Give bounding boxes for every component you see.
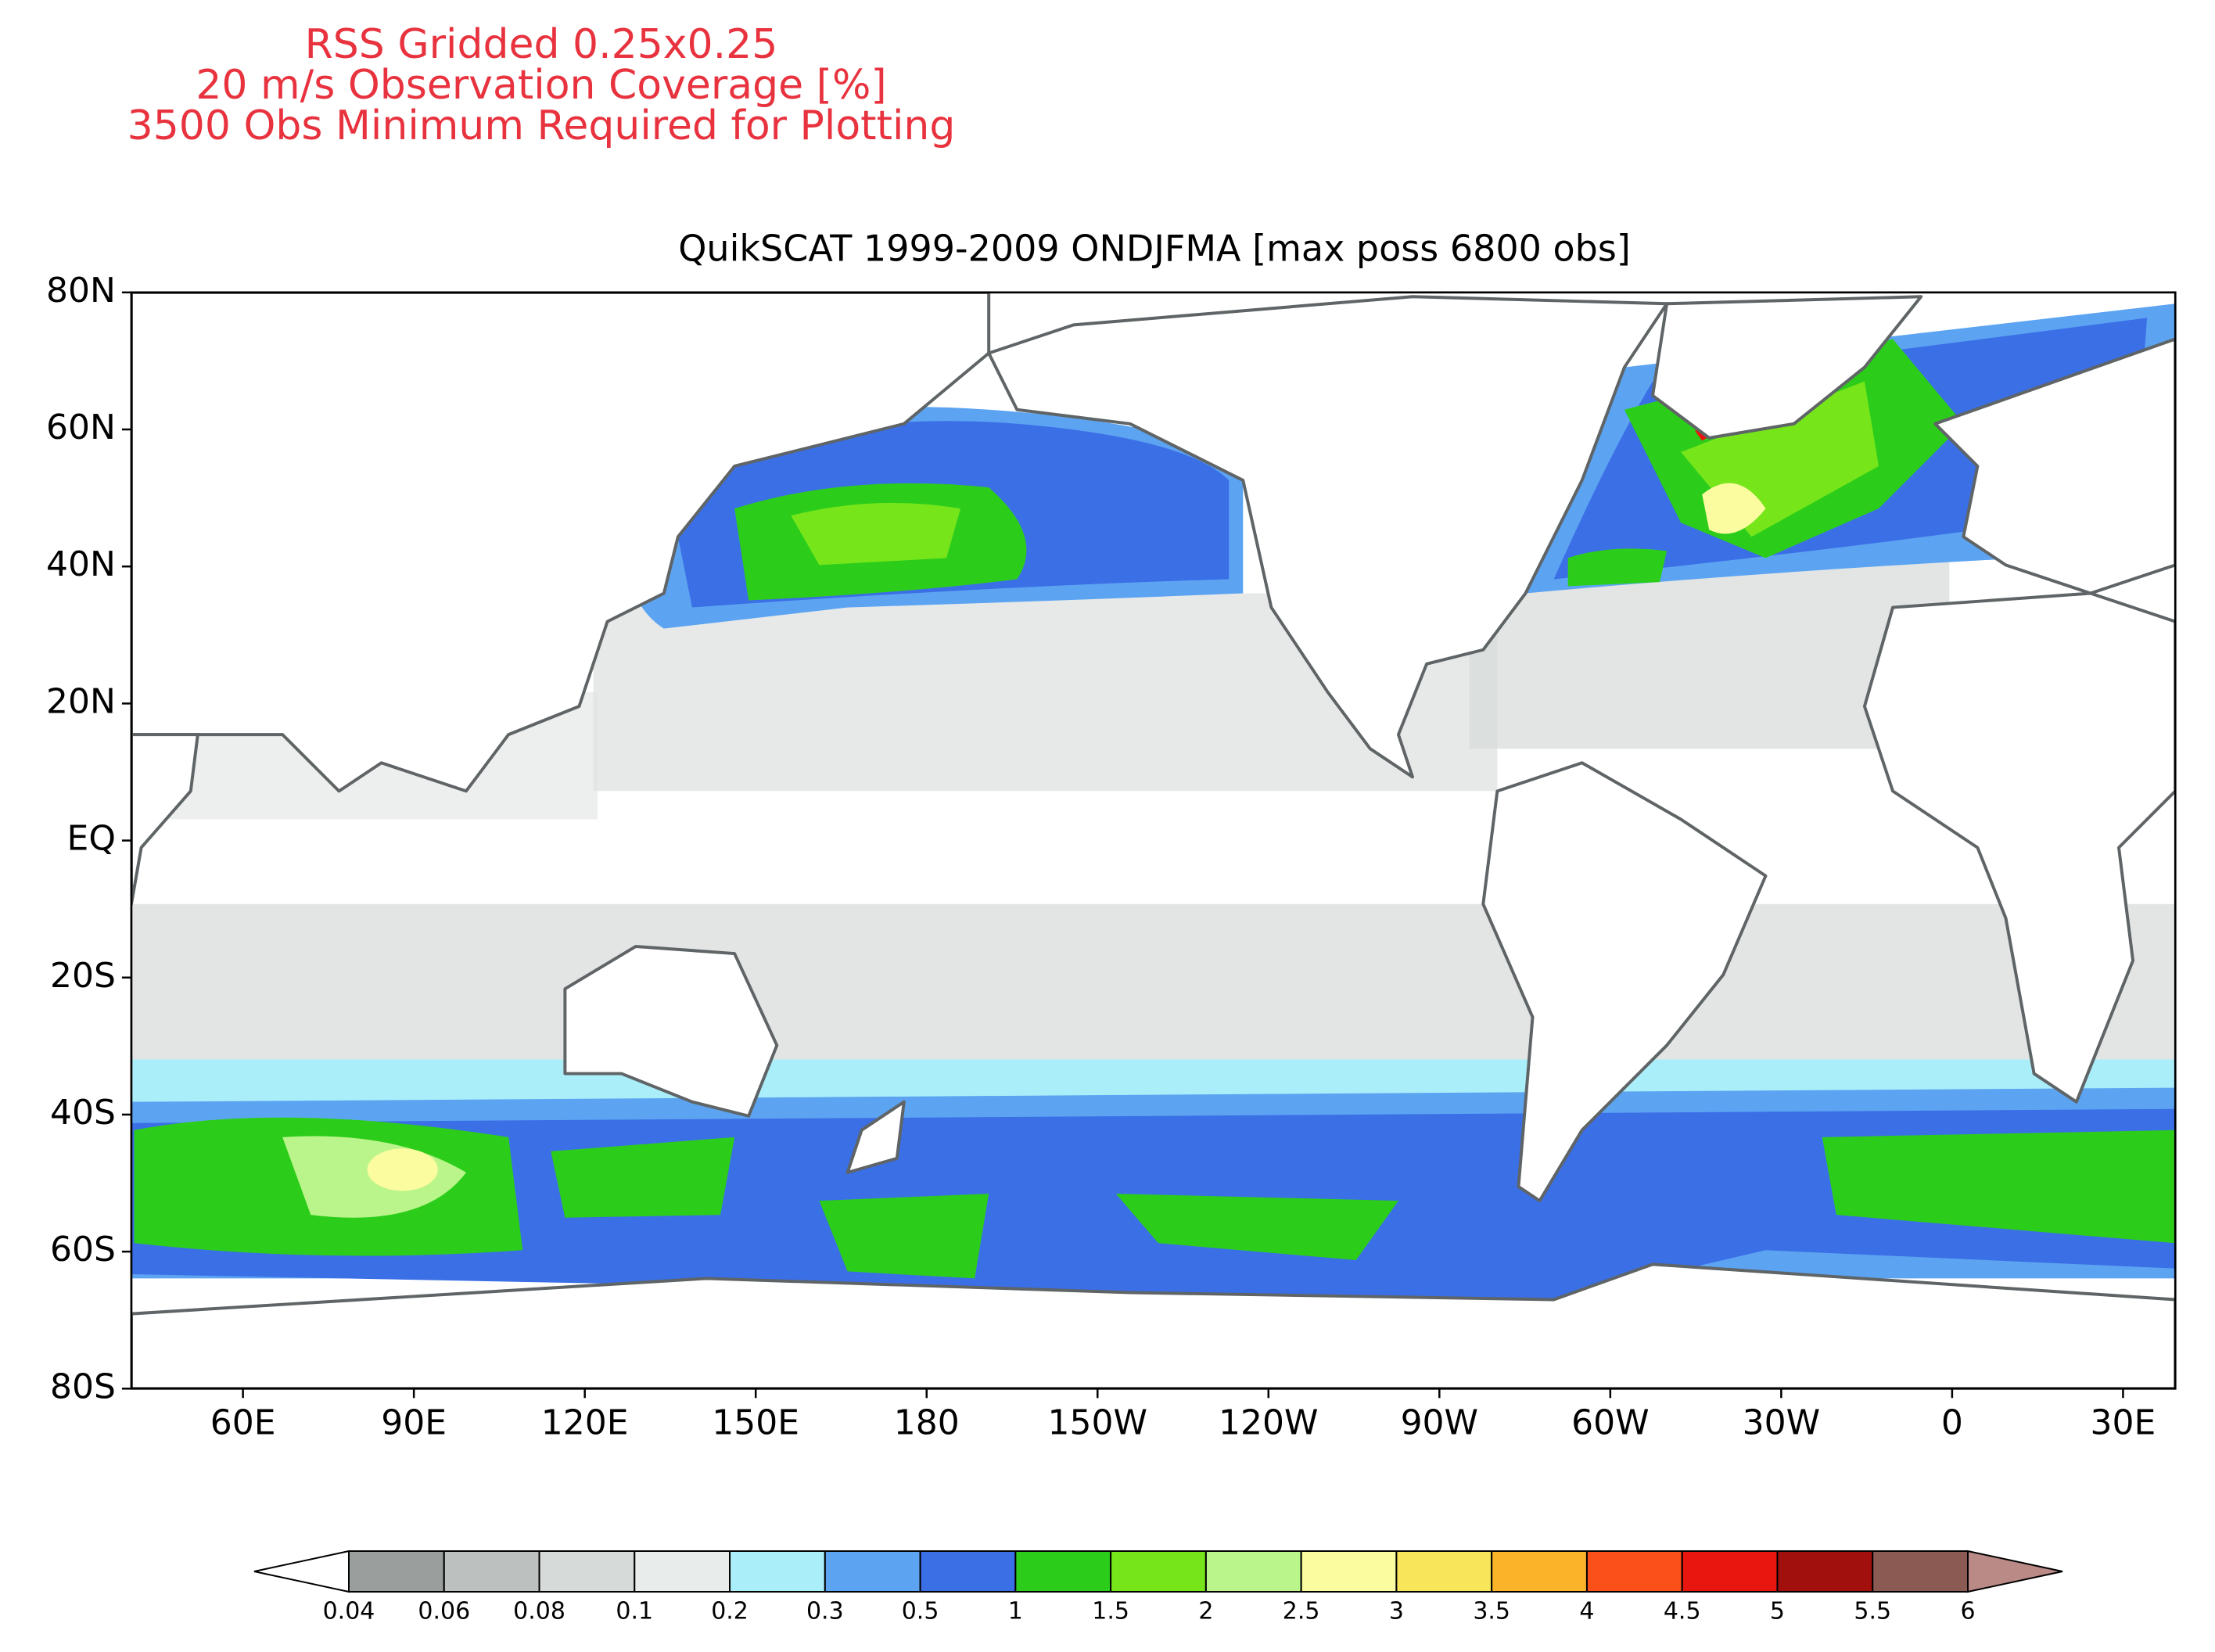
lon-tick-label: 150W xyxy=(1048,1402,1148,1442)
colorbar-box xyxy=(1110,1550,1207,1593)
colorbar-box xyxy=(1681,1550,1779,1593)
colorbar-label: 4.5 xyxy=(1664,1598,1701,1625)
lat-tick-label: EQ xyxy=(67,819,116,859)
map-field xyxy=(131,292,2176,1389)
lon-tick-label: 150E xyxy=(712,1402,799,1442)
colorbar-box xyxy=(1491,1550,1588,1593)
lon-tick-label: 90E xyxy=(381,1402,447,1442)
lat-tick-label: 40S xyxy=(50,1093,116,1133)
colorbar: 0.04 0.06 0.08 0.1 0.2 0.3 0.5 1 1.5 2 2.5 3 3.5 4 4.5… xyxy=(253,1550,2063,1625)
colorbar-box xyxy=(634,1550,731,1593)
colorbar-label: 1 xyxy=(1008,1598,1023,1625)
colorbar-box xyxy=(919,1550,1017,1593)
map xyxy=(130,291,2177,1390)
map-title: QuikSCAT 1999-2009 ONDJFMA [max poss 680… xyxy=(678,228,1631,270)
colorbar-label: 0.2 xyxy=(711,1598,749,1625)
header-line: 20 m/s Observation Coverage [%] xyxy=(196,62,886,109)
colorbar-under xyxy=(253,1550,350,1593)
colorbar-box xyxy=(443,1550,540,1593)
colorbar-box xyxy=(538,1550,636,1593)
colorbar-box xyxy=(729,1550,826,1593)
lat-tick-label: 80S xyxy=(50,1366,116,1406)
colorbar-label: 3.5 xyxy=(1473,1598,1510,1625)
colorbar-label: 5 xyxy=(1770,1598,1785,1625)
lat-tick-label: 40N xyxy=(46,544,116,584)
colorbar-label: 0.04 xyxy=(323,1598,375,1625)
colorbar-box xyxy=(348,1550,445,1593)
lon-tick-label: 0 xyxy=(1941,1402,1963,1442)
colorbar-label: 5.5 xyxy=(1854,1598,1891,1625)
lon-tick-label: 90W xyxy=(1401,1402,1479,1442)
lat-tick-label: 20N xyxy=(46,681,116,721)
lat-tick-label: 80N xyxy=(46,271,116,311)
colorbar-label: 3 xyxy=(1389,1598,1404,1625)
colorbar-box xyxy=(1776,1550,1874,1593)
lon-tick-label: 60E xyxy=(210,1402,276,1442)
lon-tick-label: 60W xyxy=(1571,1402,1650,1442)
header-line: RSS Gridded 0.25x0.25 xyxy=(305,21,778,68)
lat-tick-label: 20S xyxy=(50,956,116,996)
lon-tick-label: 180 xyxy=(894,1402,960,1442)
lat-tick-label: 60S xyxy=(50,1230,116,1270)
lon-tick-label: 30E xyxy=(2091,1402,2156,1442)
colorbar-label: 0.08 xyxy=(513,1598,565,1625)
colorbar-box xyxy=(824,1550,921,1593)
colorbar-label: 1.5 xyxy=(1092,1598,1129,1625)
colorbar-label: 0.06 xyxy=(418,1598,470,1625)
lon-tick-label: 30W xyxy=(1743,1402,1821,1442)
colorbar-box xyxy=(1300,1550,1398,1593)
colorbar-box xyxy=(1872,1550,1969,1593)
colorbar-box xyxy=(1395,1550,1493,1593)
lat-tick-label: 60N xyxy=(46,408,116,447)
header-line: 3500 Obs Minimum Required for Plotting xyxy=(127,102,956,149)
colorbar-label: 2 xyxy=(1198,1598,1213,1625)
colorbar-label: 0.5 xyxy=(902,1598,939,1625)
lon-tick-label: 120E xyxy=(541,1402,629,1442)
lon-tick-label: 120W xyxy=(1219,1402,1319,1442)
colorbar-label: 0.1 xyxy=(616,1598,653,1625)
colorbar-box xyxy=(1204,1550,1302,1593)
axis-ticks: 80N 60N 40N 20N EQ 20S 40S 60S 80S 60E 90E 120E 150E… xyxy=(46,271,2156,1442)
colorbar-over xyxy=(1967,1550,2063,1593)
colorbar-label: 4 xyxy=(1579,1598,1594,1625)
colorbar-box xyxy=(1585,1550,1683,1593)
colorbar-label: 0.3 xyxy=(806,1598,844,1625)
colorbar-label: 2.5 xyxy=(1283,1598,1320,1625)
colorbar-label: 6 xyxy=(1960,1598,1975,1625)
colorbar-box xyxy=(1014,1550,1112,1593)
